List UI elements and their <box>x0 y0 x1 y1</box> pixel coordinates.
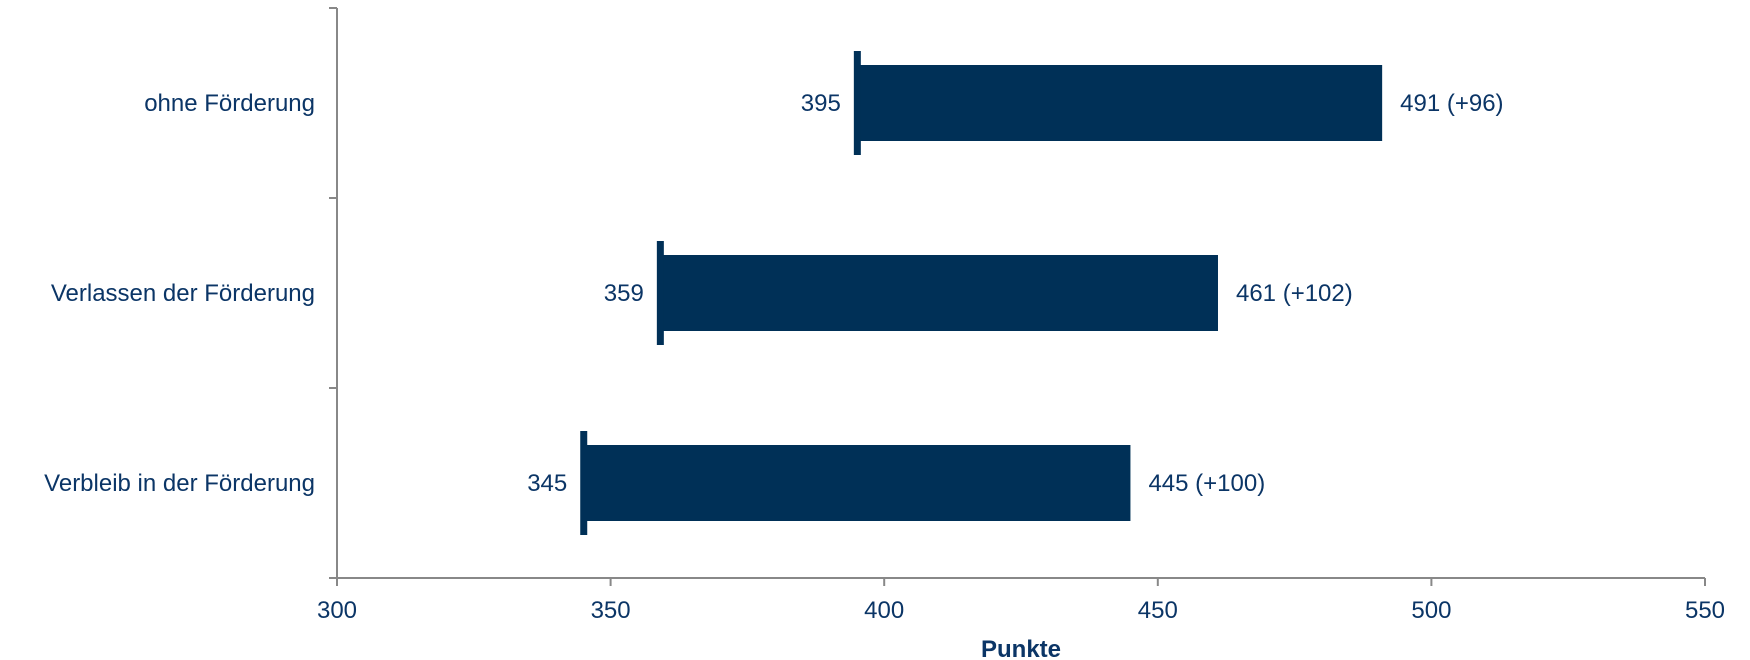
x-tick-label: 500 <box>1411 597 1451 624</box>
category-label: Verbleib in der Förderung <box>44 470 315 497</box>
x-tick-label: 300 <box>317 597 357 624</box>
bar <box>583 445 1131 521</box>
bars: 395 491 (+96) 359 461 (+102) 345 445 (+100) <box>527 51 1504 535</box>
bar <box>659 255 1218 331</box>
bar-start-marker <box>580 431 588 535</box>
x-tick-label: 350 <box>591 597 631 624</box>
axes <box>336 8 1705 579</box>
x-tick-label: 450 <box>1138 597 1178 624</box>
bar-end-label: 445 (+100) <box>1148 470 1265 497</box>
bar-start-marker <box>853 51 861 155</box>
y-axis-ticks <box>329 7 337 579</box>
bar-start-label: 345 <box>527 470 567 497</box>
category-label: ohne Förderung <box>144 90 315 117</box>
bar-start-label: 395 <box>801 90 841 117</box>
category-label: Verlassen der Förderung <box>51 280 315 307</box>
bar-end-label: 461 (+102) <box>1236 280 1353 307</box>
bar <box>856 65 1383 141</box>
category-labels: ohne Förderung Verlassen der Förderung Ver… <box>44 90 315 497</box>
x-axis-ticks: 300 350 400 450 500 550 <box>317 578 1725 624</box>
x-tick-label: 550 <box>1685 597 1725 624</box>
bar-start-marker <box>656 241 664 345</box>
x-axis-title: Punkte <box>981 636 1061 660</box>
bar-start-label: 359 <box>604 280 644 307</box>
x-tick-label: 400 <box>864 597 904 624</box>
bar-end-label: 491 (+96) <box>1400 90 1503 117</box>
